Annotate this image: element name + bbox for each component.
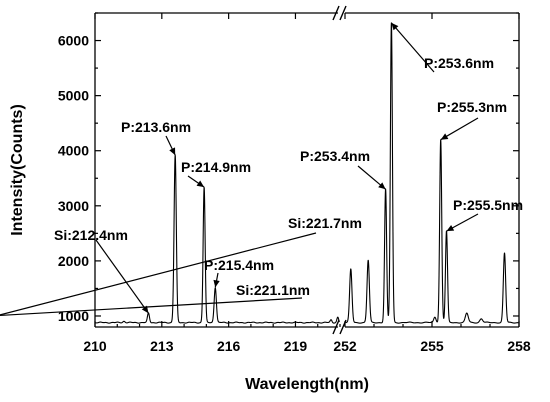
annotation-label: P:253.4nm (300, 148, 370, 164)
annotation-label: P:213.6nm (121, 119, 191, 135)
annotation-arrowhead (440, 133, 449, 140)
x-tick-label: 219 (284, 338, 308, 354)
x-tick-label: 252 (333, 338, 357, 354)
x-axis-ticks: 210 213 216 219 252 255 258 (83, 13, 531, 354)
annotation-arrowhead (391, 22, 399, 31)
axis-break-mark (332, 319, 340, 335)
x-tick-label: 210 (83, 338, 107, 354)
x-axis-title: Wavelength(nm) (245, 376, 369, 393)
spectrum-line-left (95, 154, 341, 324)
y-tick-label: 2000 (58, 253, 89, 269)
y-tick-label: 3000 (58, 198, 89, 214)
annotation-label: Si:221.7nm (288, 215, 362, 231)
y-tick-label: 5000 (58, 88, 89, 104)
annotation-label: P:255.5nm (453, 197, 523, 213)
annotation-arrowhead (169, 147, 176, 156)
annotation-arrowhead (196, 180, 205, 188)
annotation-leader (0, 297, 303, 317)
annotations-group: Si:212.4nm P:213.6nm P:214.9nm P:215.4nm Si:… (0, 22, 523, 317)
x-tick-label: 216 (217, 338, 241, 354)
annotation-leader (440, 117, 479, 141)
axis-break-mark (339, 5, 347, 21)
annotation-label: Si:221.1nm (236, 282, 310, 298)
annotation-leader (390, 22, 435, 73)
annotation-arrowhead (213, 279, 220, 288)
x-tick-label: 213 (150, 338, 174, 354)
annotation-label: P:215.4nm (204, 257, 274, 273)
x-tick-label: 255 (420, 338, 444, 354)
annotation-arrowhead (141, 305, 149, 314)
y-axis-title: Intensity(Counts) (9, 104, 26, 236)
y-tick-label: 4000 (58, 143, 89, 159)
annotation-label: P:214.9nm (181, 159, 251, 175)
axis-break-marks (332, 5, 347, 335)
annotation-leader (95, 239, 149, 314)
axis-break-mark (332, 5, 340, 21)
annotation-label: P:253.6nm (424, 55, 494, 71)
y-tick-label: 6000 (58, 33, 89, 49)
series-group (95, 22, 519, 324)
annotation-label: Si:212.4nm (54, 227, 128, 243)
annotation-leader (0, 232, 317, 316)
x-tick-label: 258 (507, 338, 531, 354)
annotation-arrowhead (378, 182, 386, 190)
annotation-arrowhead (446, 224, 455, 232)
spectrum-line-right (345, 22, 519, 324)
annotation-label: P:255.3nm (437, 99, 507, 115)
